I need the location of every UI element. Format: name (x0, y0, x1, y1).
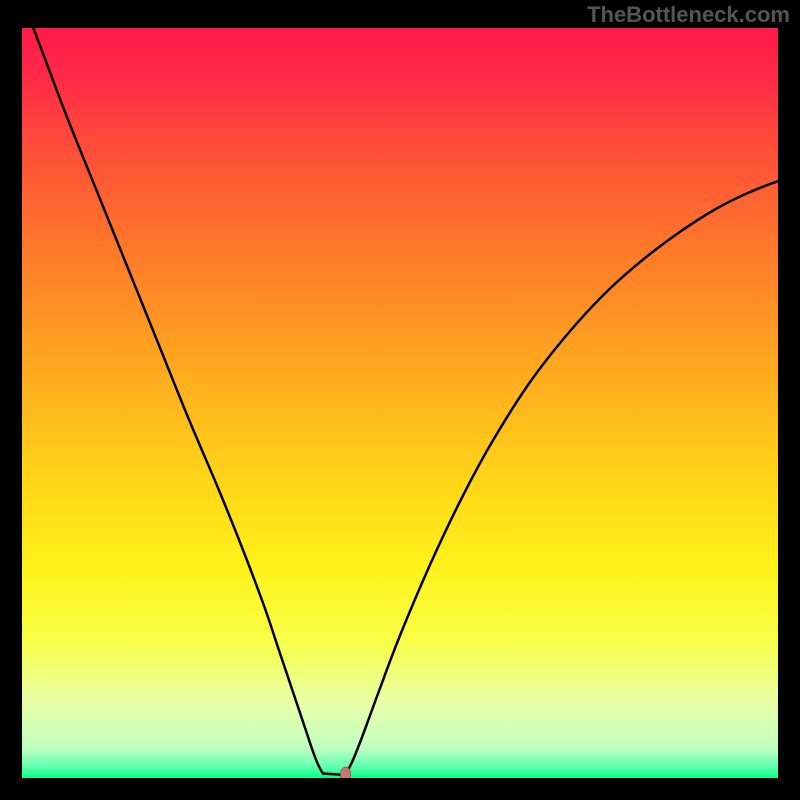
chart-container: TheBottleneck.com (0, 0, 800, 800)
chart-svg (22, 28, 778, 778)
watermark-text: TheBottleneck.com (587, 2, 790, 28)
gradient-background (22, 28, 778, 778)
plot-area (22, 28, 778, 778)
optimal-point-marker (341, 767, 351, 778)
